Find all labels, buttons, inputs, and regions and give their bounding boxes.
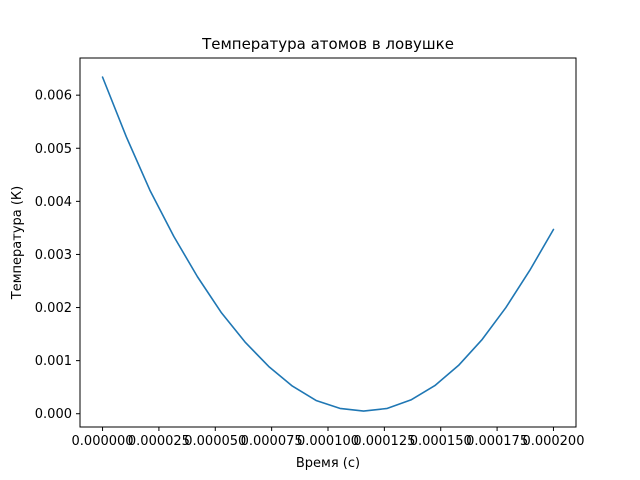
x-tick-label: 0.000100 xyxy=(297,434,359,449)
y-tick-label: 0.002 xyxy=(35,301,72,316)
x-axis-title: Время (с) xyxy=(296,456,360,471)
series-line xyxy=(101,76,555,412)
x-tick-label: 0.000000 xyxy=(72,434,134,449)
x-tick-label: 0.000125 xyxy=(353,434,415,449)
chart-title: Температура атомов в ловушке xyxy=(201,35,454,53)
x-tick-label: 0.000175 xyxy=(466,434,528,449)
x-tick-label: 0.000075 xyxy=(241,434,303,449)
y-tick-label: 0.006 xyxy=(35,89,72,104)
y-tick-label: 0.005 xyxy=(35,142,72,157)
x-tick-label: 0.000025 xyxy=(128,434,190,449)
y-tick-label: 0.004 xyxy=(35,195,72,210)
plot-area xyxy=(101,76,555,412)
y-tick-label: 0.000 xyxy=(35,407,72,422)
x-tick-label: 0.000050 xyxy=(184,434,246,449)
y-tick-label: 0.003 xyxy=(35,248,72,263)
y-tick-label: 0.001 xyxy=(35,354,72,369)
x-tick-label: 0.000200 xyxy=(522,434,584,449)
x-tick-label: 0.000150 xyxy=(410,434,472,449)
y-axis-title: Температура (К) xyxy=(10,186,25,300)
